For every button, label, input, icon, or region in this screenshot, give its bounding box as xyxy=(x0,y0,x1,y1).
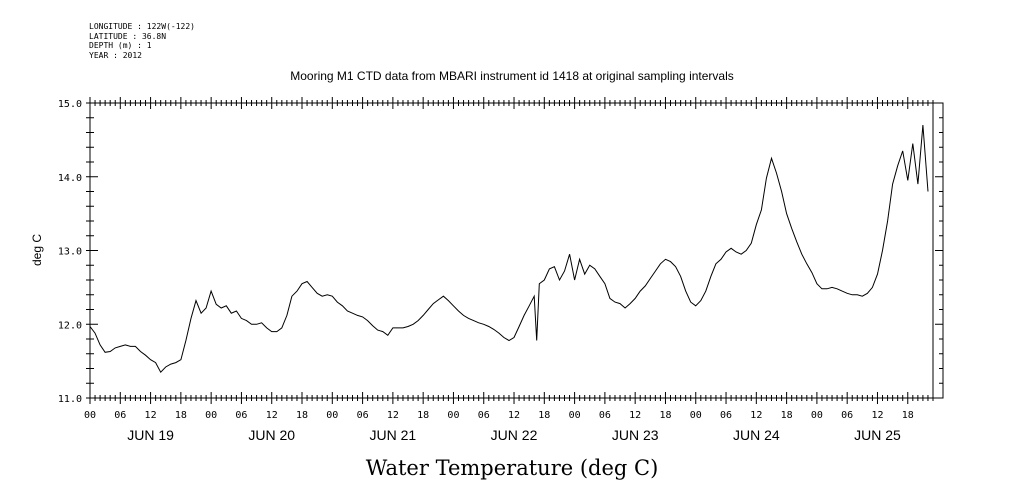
x-day-label: JUN 20 xyxy=(248,427,295,443)
longitude-text: LONGITUDE : 122W(-122) xyxy=(89,22,195,31)
x-tick-label: 12 xyxy=(387,410,399,421)
x-tick-label: 12 xyxy=(871,410,883,421)
x-tick-label: 12 xyxy=(145,410,157,421)
chart-title: Mooring M1 CTD data from MBARI instrumen… xyxy=(290,69,734,83)
x-tick-label: 18 xyxy=(659,410,671,421)
x-axis-label: Water Temperature (deg C) xyxy=(366,456,659,480)
x-tick-label: 00 xyxy=(447,410,459,421)
x-tick-label: 00 xyxy=(811,410,823,421)
y-tick-label: 13.0 xyxy=(58,247,82,258)
x-tick-label: 00 xyxy=(569,410,581,421)
year-text: YEAR : 2012 xyxy=(89,50,142,60)
axis-ticks xyxy=(86,97,943,404)
x-tick-label: 06 xyxy=(841,410,853,421)
x-tick-label: 12 xyxy=(750,410,762,421)
y-tick-label: 12.0 xyxy=(58,320,82,331)
latitude-text: LATITUDE : 36.8N xyxy=(89,31,167,41)
x-tick-label: 06 xyxy=(599,410,611,421)
x-tick-label: 18 xyxy=(781,410,793,421)
x-tick-label: 18 xyxy=(902,410,914,421)
x-day-label: JUN 22 xyxy=(491,427,538,443)
y-axis-label: deg C xyxy=(30,234,44,266)
x-day-label: JUN 24 xyxy=(733,427,780,443)
y-tick-label: 11.0 xyxy=(58,394,82,405)
x-tick-label: 00 xyxy=(84,410,96,421)
axis-labels: 00 06 12 18 00 06 12 18 00 06 12 18 00 06 12 18 00 06 12 18… xyxy=(58,99,914,443)
x-tick-label: 00 xyxy=(690,410,702,421)
x-tick-label: 06 xyxy=(114,410,126,421)
x-day-label: JUN 19 xyxy=(127,427,174,443)
y-tick-label: 14.0 xyxy=(58,173,82,184)
x-tick-label: 00 xyxy=(205,410,217,421)
plot-frame xyxy=(89,102,944,399)
x-day-label: JUN 25 xyxy=(854,427,901,443)
x-tick-label: 00 xyxy=(326,410,338,421)
x-tick-label: 06 xyxy=(235,410,247,421)
x-tick-label: 18 xyxy=(296,410,308,421)
x-tick-label: 12 xyxy=(266,410,278,421)
series-line-water-temperature xyxy=(89,125,929,374)
x-day-label: JUN 21 xyxy=(370,427,417,443)
metadata-block: LONGITUDE : 122W(-122) LATITUDE : 36.8N … xyxy=(89,22,195,60)
depth-text: DEPTH (m) : 1 xyxy=(89,41,152,51)
x-tick-label: 18 xyxy=(538,410,550,421)
x-tick-label: 06 xyxy=(720,410,732,421)
x-tick-label: 12 xyxy=(629,410,641,421)
x-day-label: JUN 23 xyxy=(612,427,659,443)
x-tick-label: 12 xyxy=(508,410,520,421)
y-tick-label: 15.0 xyxy=(58,99,82,110)
x-tick-label: 18 xyxy=(175,410,187,421)
x-tick-label: 06 xyxy=(357,410,369,421)
x-tick-label: 18 xyxy=(417,410,429,421)
x-tick-label: 06 xyxy=(478,410,490,421)
